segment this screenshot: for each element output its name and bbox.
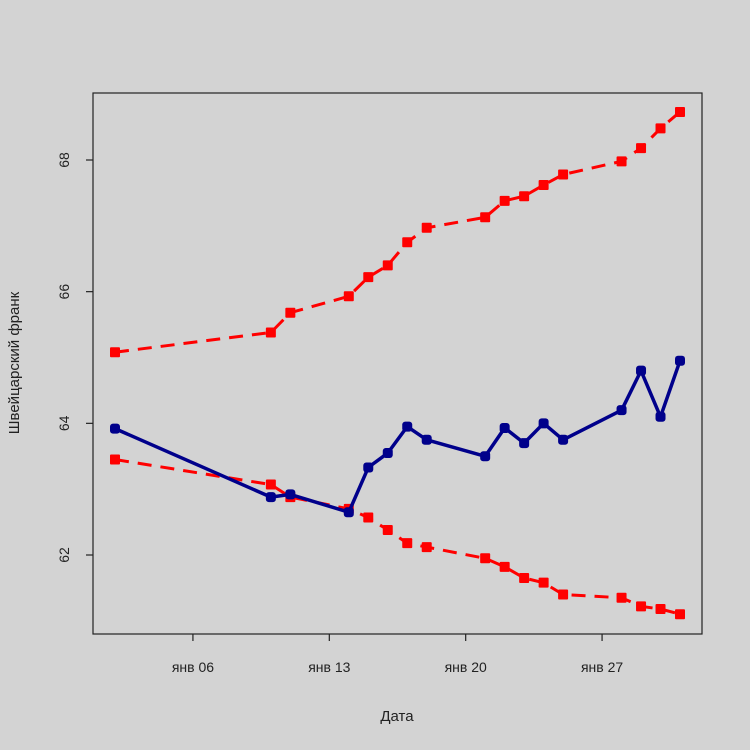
series-2: [110, 454, 685, 620]
y-tick-label: 62: [56, 547, 72, 563]
data-point: [382, 260, 393, 271]
data-point: [616, 156, 627, 167]
data-point: [285, 307, 296, 318]
x-axis-title: Дата: [380, 708, 414, 725]
data-point: [110, 423, 120, 434]
data-point: [421, 542, 432, 553]
data-point: [519, 191, 530, 202]
data-point: [363, 462, 374, 473]
data-point: [499, 422, 510, 433]
data-point: [636, 601, 647, 612]
data-point: [265, 492, 276, 503]
y-tick-label: 68: [56, 152, 72, 168]
x-axis: янв 06 янв 13 янв 20 янв 27: [172, 634, 623, 675]
data-point: [538, 180, 549, 191]
data-point: [675, 355, 685, 366]
data-point: [343, 507, 354, 518]
data-point: [363, 272, 374, 283]
data-point: [265, 479, 276, 490]
data-point: [675, 609, 685, 620]
y-tick-label: 66: [56, 284, 72, 300]
data-point: [655, 411, 666, 422]
data-point: [480, 451, 491, 462]
series-line: [114, 458, 681, 616]
data-point: [655, 123, 666, 134]
data-point: [538, 418, 549, 429]
series-line: [114, 110, 681, 354]
data-point: [519, 438, 530, 449]
data-point: [558, 434, 569, 445]
data-point: [616, 405, 627, 416]
data-point: [480, 553, 491, 564]
y-tick-label: 64: [56, 415, 72, 431]
data-point: [402, 237, 413, 248]
series-1: [110, 106, 685, 358]
x-tick-label: янв 13: [308, 659, 350, 675]
data-point: [636, 365, 647, 376]
plot-frame: [92, 92, 703, 635]
y-axis: 62 64 66 68: [56, 152, 93, 563]
series-0: [110, 355, 685, 518]
data-point: [285, 489, 296, 500]
data-point: [499, 561, 510, 572]
data-point: [110, 454, 120, 465]
data-point: [675, 106, 685, 117]
data-point: [343, 291, 354, 302]
data-point: [363, 512, 374, 523]
series-layer: [110, 106, 685, 620]
series-line: [114, 360, 682, 514]
y-axis-title: Швейцарский франк: [6, 291, 23, 434]
data-point: [558, 589, 569, 600]
data-point: [480, 212, 491, 223]
data-point: [655, 603, 666, 614]
data-point: [382, 447, 393, 458]
data-point: [519, 573, 530, 584]
data-point: [382, 524, 393, 535]
data-point: [110, 347, 120, 358]
data-point: [421, 222, 432, 233]
data-point: [636, 143, 647, 154]
x-tick-label: янв 27: [581, 659, 623, 675]
data-point: [558, 169, 569, 180]
data-point: [538, 577, 549, 588]
data-point: [421, 434, 432, 445]
data-point: [402, 421, 413, 432]
x-tick-label: янв 06: [172, 659, 214, 675]
data-point: [402, 538, 413, 549]
data-point: [616, 592, 627, 603]
x-tick-label: янв 20: [445, 659, 487, 675]
data-point: [499, 195, 510, 206]
data-point: [265, 327, 276, 338]
